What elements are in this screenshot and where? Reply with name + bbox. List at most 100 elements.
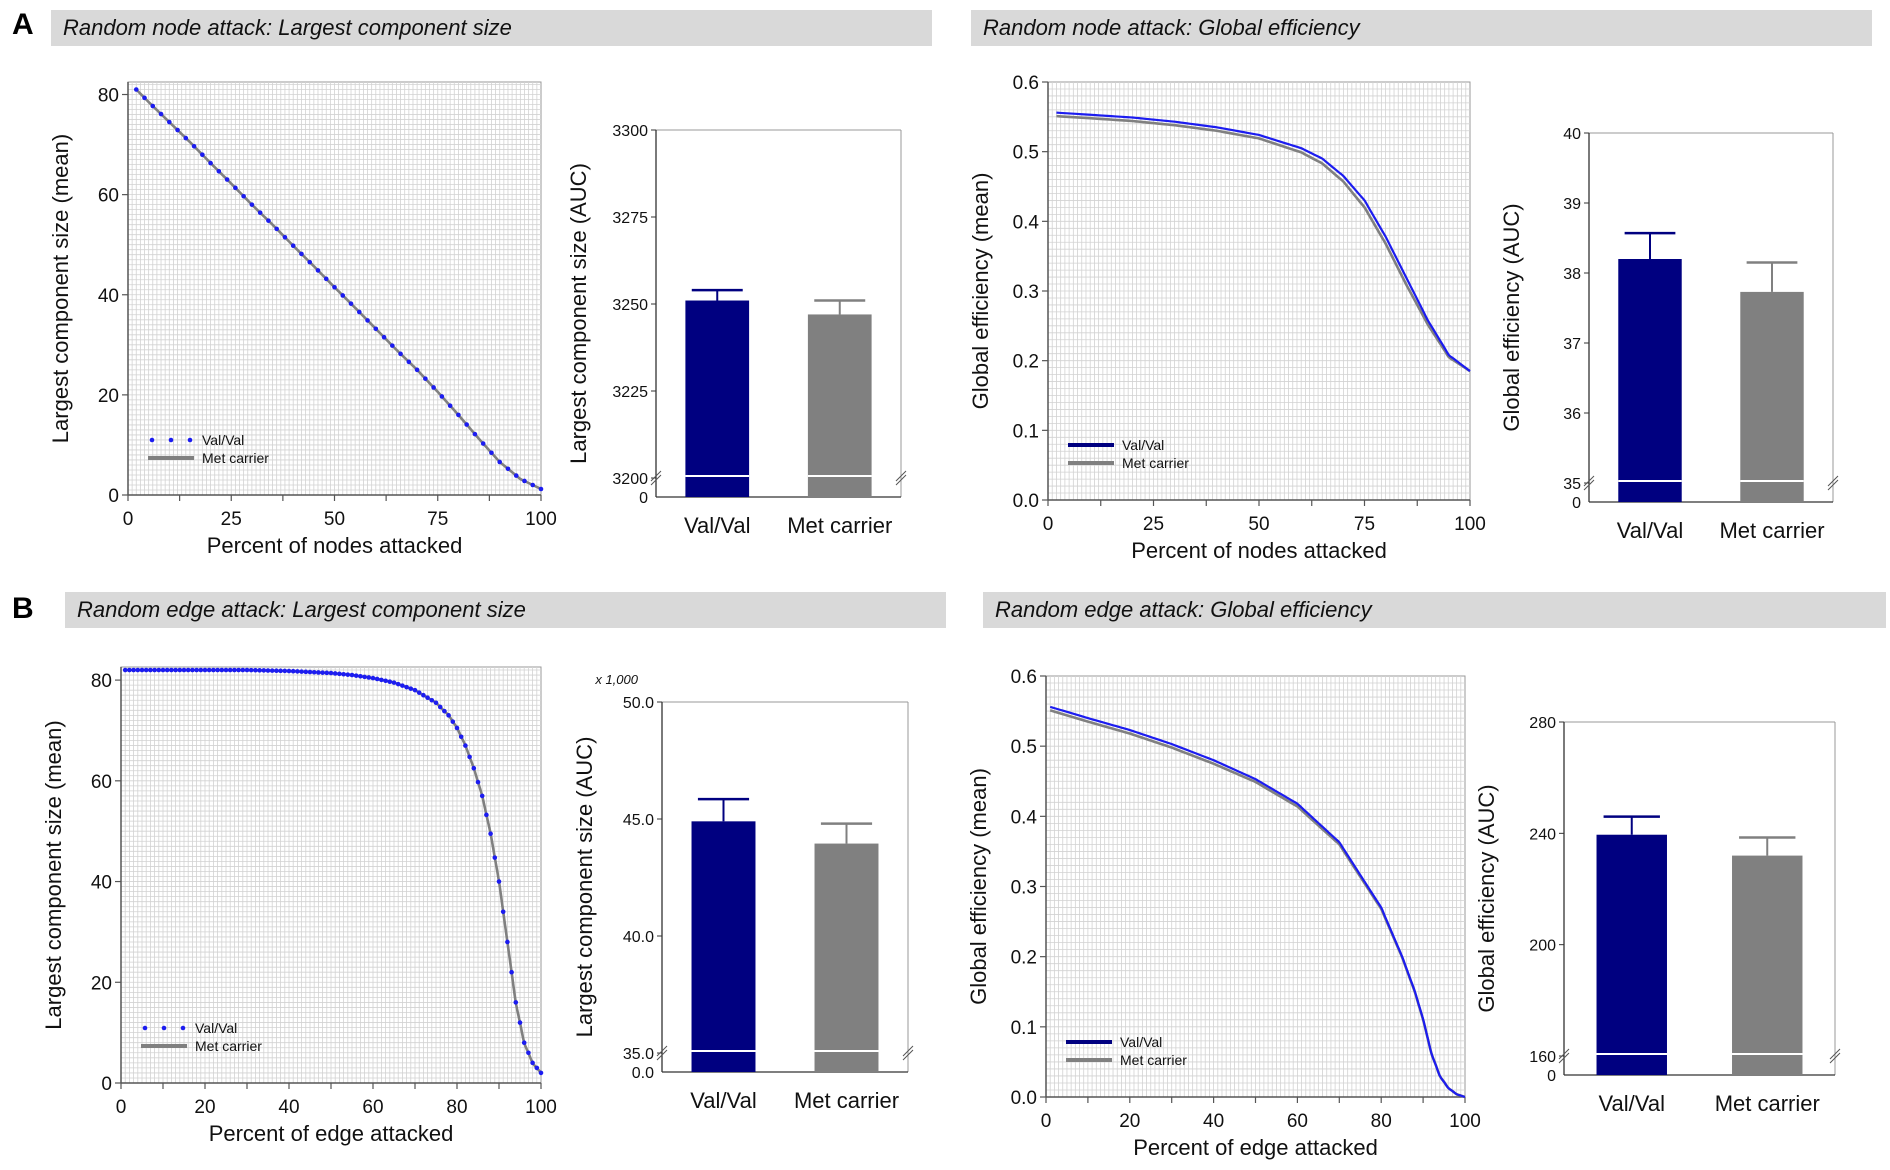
data-point [472,431,478,437]
data-point [244,667,250,673]
y-tick-label: 37 [1563,336,1581,353]
x-tick-label: 20 [194,1097,215,1118]
data-point [324,670,330,676]
legend-label-valval: Val/Val [202,432,244,448]
data-point [526,1050,531,1056]
data-point [442,708,447,714]
y-tick-label: 3200 [612,471,648,488]
legend-label-valval: Val/Val [1122,437,1164,453]
y-tick-label: 0.6 [1011,667,1037,688]
data-point [295,669,300,674]
y-axis-label: Global efficiency (mean) [966,768,991,1005]
y-tick-label: 36 [1563,406,1581,423]
y-tick-label: 0.0 [1011,1088,1037,1109]
chart-edge-lcc: 0 20 40 60 80 100 0 20 40 60 80 Percent of edge att… [41,666,557,1146]
data-point [278,668,283,674]
data-point [142,95,147,101]
x-tick-label: 0 [1043,514,1054,535]
y-tick-label: 45.0 [623,812,654,829]
category-label: Val/Val [684,513,750,538]
data-point [454,725,460,731]
data-point [439,394,445,399]
legend-label-met: Met carrier [202,450,269,466]
y-tick-label: 60 [98,186,119,207]
data-point [534,1065,540,1071]
y-tick-label: 40 [98,286,119,307]
x-tick-label: 25 [1143,514,1164,535]
series-valval-dots [122,667,544,1076]
data-point [464,422,469,427]
data-point [373,326,379,332]
y-tick-label: 280 [1529,715,1556,732]
x-tick-label: 100 [1449,1111,1481,1132]
legend-label-met: Met carrier [1120,1052,1187,1068]
bar-met-carrier [814,843,879,1072]
legend: Val/Val Met carrier [148,432,269,466]
x-tick-label: 40 [278,1097,299,1118]
data-point [169,667,174,673]
data-point [323,276,329,282]
y-tick-label: 0.3 [1013,282,1039,303]
data-point [429,697,435,703]
data-point [143,667,149,673]
y-tick-label: 60 [91,772,112,793]
bar-valval [691,821,756,1072]
data-point [431,385,436,390]
y-tick-label: 39 [1563,196,1581,213]
data-point [458,734,464,740]
y-axis-label: Largest component size (AUC) [566,163,591,464]
y-tick-label: 20 [98,386,119,407]
data-point [290,668,296,674]
y-tick-label: 0.1 [1011,1018,1037,1039]
data-point [456,412,461,418]
data-point [219,667,225,673]
data-point [167,119,172,125]
data-point [341,671,346,677]
category-label: Met carrier [787,513,892,538]
legend: Val/Val Met carrier [1068,437,1189,471]
data-point [173,667,178,673]
bar-valval [1596,834,1667,1075]
legend-label-met: Met carrier [195,1038,262,1054]
x-tick-label: 20 [1119,1111,1140,1132]
data-point [521,1040,527,1046]
data-point [400,683,405,688]
y-tick-label-zero: 0 [1572,495,1581,512]
data-point [505,939,510,945]
data-point [282,668,288,674]
data-point [315,268,321,273]
y-tick-label: 0.6 [1013,73,1039,94]
y-tick-label: 35.0 [623,1046,654,1063]
data-point [365,318,370,323]
y-tick-label: 0.3 [1011,878,1037,899]
panel-a-left-header: Random node attack: Largest component si… [51,10,932,46]
data-point [269,668,275,673]
data-point [224,177,230,182]
data-point [370,675,376,681]
data-point [398,351,403,357]
axis-break-mark [895,470,907,486]
data-point [530,482,536,488]
axis-break-mark [656,1045,668,1061]
category-label: Val/Val [690,1088,756,1113]
data-point [181,667,187,673]
data-point [191,143,197,149]
y-axis-label: Largest component size (AUC) [572,737,597,1038]
x-tick-label: 100 [525,509,557,530]
data-point [135,667,141,673]
data-point [488,831,493,837]
data-point [348,301,354,306]
data-point [463,743,468,748]
x-tick-label: 75 [1354,514,1375,535]
data-point [332,671,338,676]
legend: Val/Val Met carrier [141,1020,262,1054]
data-point [423,376,428,381]
data-point [497,459,503,465]
data-point [307,259,313,265]
gridlines [1048,82,1470,500]
legend-valval-marker [168,437,174,443]
chart-node-ge-auc: 40 39 38 37 36 35 0 Val/Val Met carrier Global ef… [1499,126,1839,543]
category-label: Val/Val [1599,1091,1665,1116]
data-point [320,670,325,675]
